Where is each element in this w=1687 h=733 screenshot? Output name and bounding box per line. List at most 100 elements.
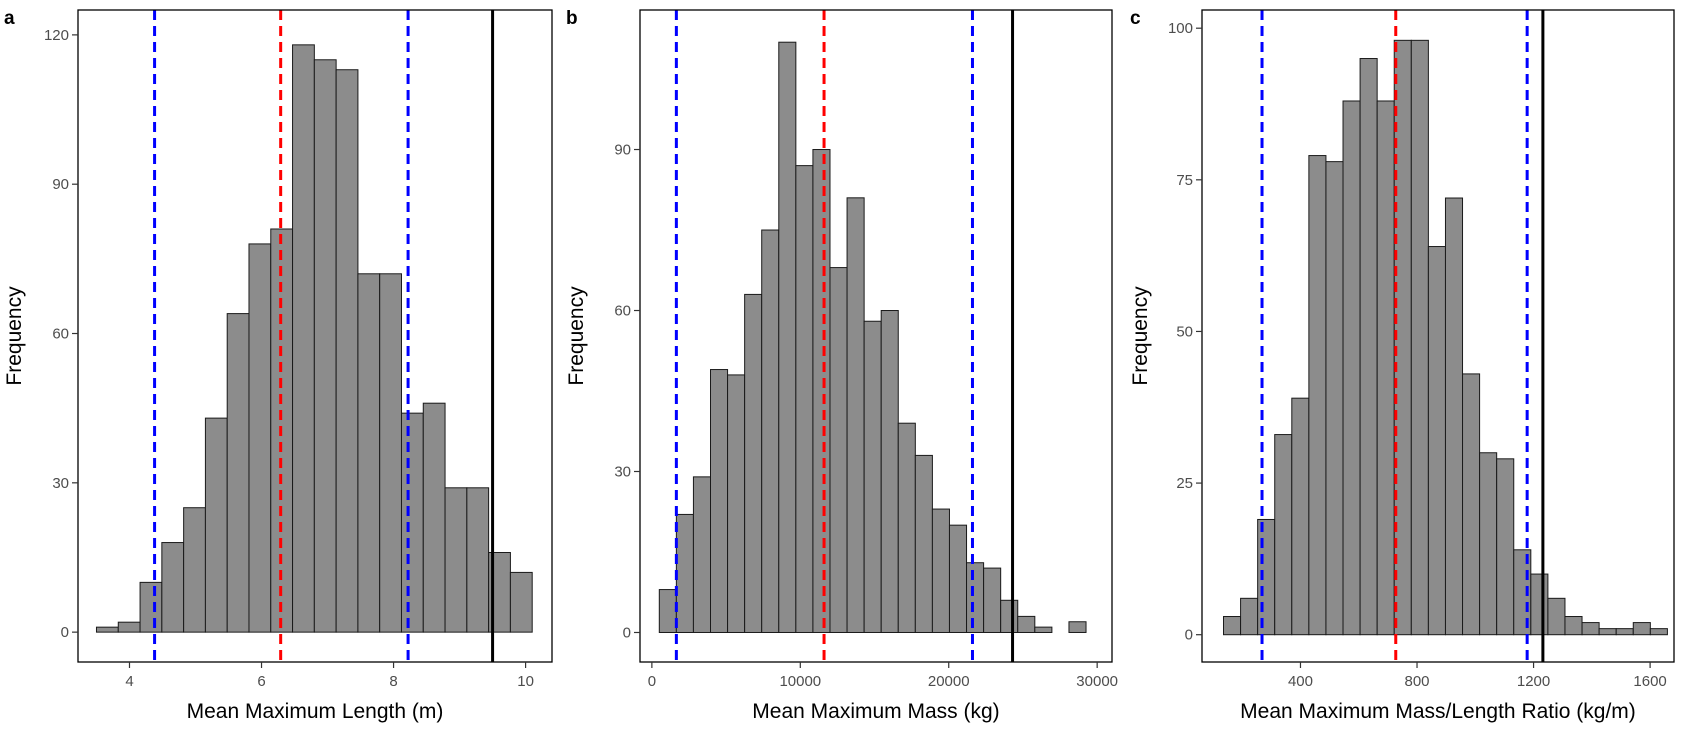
histogram-bar: [1427, 246, 1446, 636]
histogram-bar: [1257, 518, 1276, 636]
histogram-bar: [1034, 626, 1053, 633]
histogram-bar: [1000, 599, 1019, 633]
histogram-bar: [95, 626, 119, 633]
histogram-bar: [444, 487, 468, 633]
histogram-bar: [183, 507, 206, 633]
histogram-bar: [1342, 100, 1361, 636]
y-tick-label: 30: [614, 463, 631, 480]
histogram-bar: [983, 567, 1002, 633]
y-tick-label: 100: [1168, 20, 1193, 37]
x-tick-label: 6: [257, 673, 265, 690]
histogram-bar: [1359, 58, 1378, 636]
histogram-bar: [400, 412, 424, 633]
histogram-bar: [1547, 597, 1566, 636]
histogram-bar: [1581, 622, 1600, 636]
y-tick-label: 0: [623, 624, 631, 641]
plot-border: [77, 9, 553, 663]
panel-label: b: [566, 8, 578, 29]
histogram-bar: [1325, 161, 1344, 636]
y-axis-title: Frequency: [565, 286, 588, 386]
histogram-bar: [1291, 397, 1310, 636]
histogram-bar: [357, 273, 381, 633]
x-tick-label: 8: [389, 673, 397, 690]
histogram-bar: [880, 310, 899, 633]
x-axis-title: Mean Maximum Length (m): [187, 700, 444, 723]
y-tick-label: 75: [1176, 172, 1193, 189]
x-tick-label: 1200: [1517, 673, 1550, 690]
histogram-bar: [1564, 616, 1583, 636]
histogram-bar: [658, 589, 677, 633]
histogram-bar: [727, 374, 746, 633]
x-axis-title: Mean Maximum Mass/Length Ratio (kg/m): [1240, 700, 1636, 723]
y-axis-title: Frequency: [1129, 286, 1152, 386]
histogram-bar: [313, 59, 337, 633]
histogram-bar: [675, 513, 694, 633]
y-tick-label: 120: [44, 27, 69, 44]
y-tick-label: 30: [52, 475, 69, 492]
histogram-bar: [692, 476, 711, 633]
histogram-bar: [948, 524, 968, 633]
histogram-bar: [1308, 155, 1327, 636]
histogram-bar: [1274, 434, 1293, 636]
histogram-bar: [204, 417, 228, 633]
y-tick-label: 25: [1176, 475, 1193, 492]
histogram-bar: [379, 273, 402, 633]
histogram-bar: [117, 621, 141, 633]
histogram-bar: [1376, 100, 1395, 636]
histogram-bar: [1068, 621, 1087, 633]
histogram-bar: [914, 454, 933, 633]
histogram-bar: [335, 69, 359, 633]
histogram-bar: [846, 197, 865, 633]
histogram-bar: [1462, 373, 1481, 636]
histogram-bar: [1444, 197, 1464, 636]
plot-border: [639, 9, 1113, 663]
histogram-bar: [1530, 573, 1549, 636]
y-tick-label: 90: [52, 176, 69, 193]
y-tick-label: 0: [61, 624, 69, 641]
y-tick-label: 60: [52, 326, 69, 343]
y-axis-title: Frequency: [3, 286, 26, 386]
histogram-bar: [897, 422, 916, 633]
histogram-bar: [466, 487, 490, 633]
histogram-bar: [1223, 616, 1242, 636]
y-tick-label: 0: [1185, 627, 1193, 644]
histogram-bar: [778, 41, 797, 633]
histogram-bar: [248, 243, 272, 633]
plot-border: [1201, 9, 1675, 663]
x-tick-label: 1600: [1633, 673, 1666, 690]
x-axis-title: Mean Maximum Mass (kg): [752, 700, 999, 723]
x-tick-label: 30000: [1076, 673, 1118, 690]
histogram-bar: [744, 293, 763, 633]
panel-label: c: [1130, 8, 1141, 29]
histogram-bar: [422, 402, 446, 633]
y-tick-label: 60: [614, 303, 631, 320]
histogram-bar: [931, 508, 950, 633]
histogram-bar: [1240, 597, 1259, 636]
histogram-bar: [863, 320, 882, 633]
x-tick-label: 10000: [779, 673, 821, 690]
histogram-bar: [1649, 628, 1668, 636]
histogram-bar: [1410, 39, 1429, 636]
y-tick-label: 50: [1176, 323, 1193, 340]
histogram-bar: [161, 542, 185, 633]
x-tick-label: 400: [1288, 673, 1313, 690]
histogram-bar: [966, 562, 985, 633]
histogram-bar: [1017, 615, 1036, 633]
histogram-bar: [795, 165, 814, 633]
histogram-bar: [710, 369, 729, 633]
x-tick-label: 800: [1405, 673, 1430, 690]
panel-b: b 0 10000 20000 30000 0 30 60 90 Mean Maximum Mas…: [565, 8, 1118, 723]
histogram-bar: [292, 44, 315, 633]
histogram-bar: [226, 313, 250, 633]
panel-label: a: [4, 8, 15, 29]
x-tick-label: 4: [125, 673, 133, 690]
x-tick-label: 0: [648, 673, 656, 690]
bars: [1223, 39, 1668, 636]
y-tick-label: 90: [614, 142, 631, 159]
histogram-bar: [509, 571, 533, 633]
x-tick-label: 20000: [928, 673, 970, 690]
histogram-bar: [829, 267, 848, 633]
histogram-bar: [1479, 452, 1498, 636]
histogram-bar: [1598, 628, 1617, 636]
